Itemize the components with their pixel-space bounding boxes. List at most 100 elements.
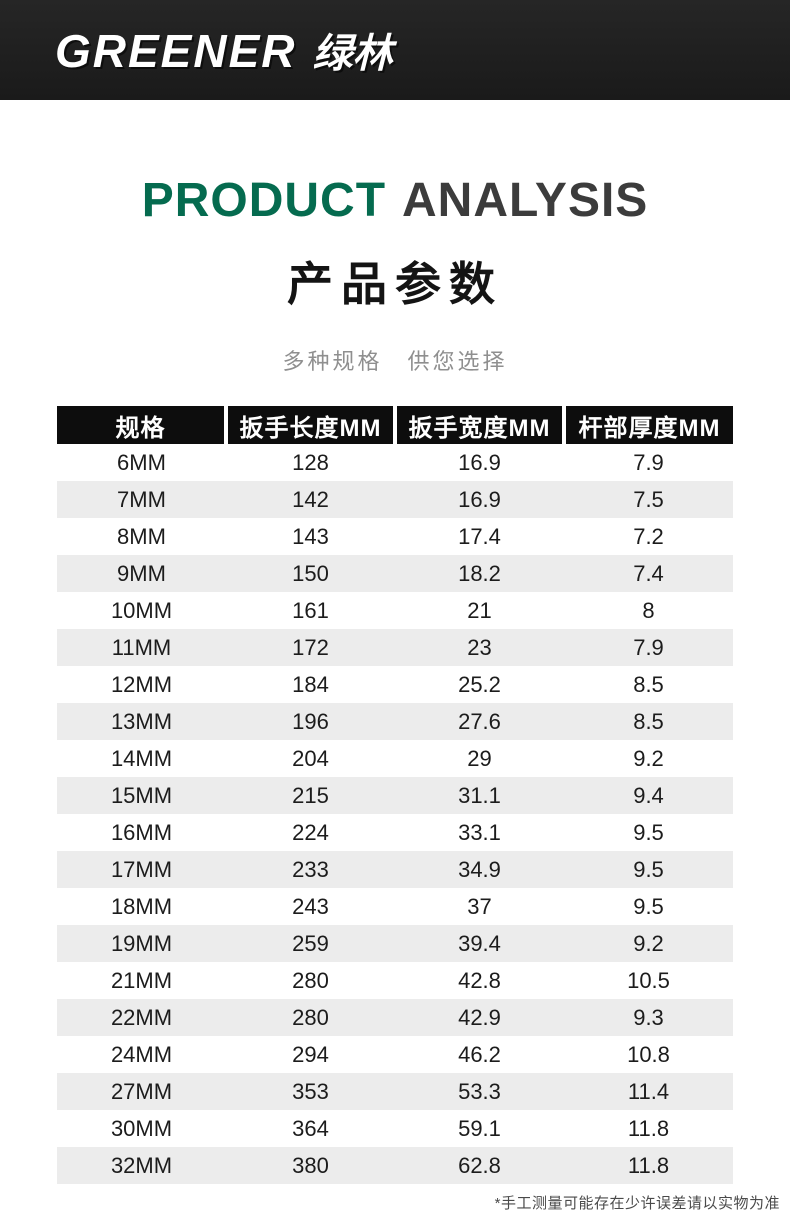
col-header-thickness: 杆部厚度MM: [562, 406, 733, 445]
page-title-en-word1: PRODUCT: [141, 174, 387, 227]
table-row: 9MM 150 18.2 7.4: [57, 555, 733, 593]
cell-width: 62.8: [458, 1152, 501, 1178]
table-row: 32MM 380 62.8 11.8: [57, 1147, 733, 1185]
table-row: 13MM 196 27.6 8.5: [57, 703, 733, 741]
cell-length: 204: [292, 745, 329, 771]
page-subtitle: 多种规格 供您选择: [282, 349, 508, 375]
cell-thickness: 7.5: [633, 486, 664, 512]
cell-spec: 12MM: [110, 671, 173, 697]
cell-thickness: 9.2: [633, 930, 664, 956]
cell-width: 18.2: [458, 560, 501, 586]
cell-thickness: 11.8: [627, 1152, 670, 1178]
cell-spec: 6MM: [117, 449, 166, 475]
cell-width: 21: [467, 597, 492, 623]
cell-spec: 32MM: [110, 1152, 173, 1178]
cell-width: 25.2: [458, 671, 501, 697]
cell-thickness: 10.8: [627, 1041, 670, 1067]
cell-width: 46.2: [458, 1041, 501, 1067]
cell-thickness: 8.5: [633, 671, 664, 697]
brand-logo-en: GREENER: [55, 25, 297, 77]
cell-length: 150: [292, 560, 329, 586]
cell-spec: 18MM: [110, 893, 173, 919]
cell-spec: 9MM: [117, 560, 166, 586]
cell-length: 243: [292, 893, 329, 919]
table-row: 17MM 233 34.9 9.5: [57, 851, 733, 889]
cell-spec: 16MM: [110, 819, 173, 845]
table-row: 16MM 224 33.1 9.5: [57, 814, 733, 852]
brand-header: GREENER 绿林: [0, 0, 790, 100]
cell-thickness: 9.5: [633, 819, 664, 845]
cell-spec: 30MM: [110, 1115, 173, 1141]
cell-length: 128: [292, 449, 329, 475]
cell-width: 17.4: [458, 523, 501, 549]
cell-width: 29: [467, 745, 492, 771]
table-row: 14MM 204 29 9.2: [57, 740, 733, 778]
cell-spec: 8MM: [117, 523, 166, 549]
cell-length: 294: [292, 1041, 329, 1067]
footnote: *手工测量可能存在少许误差请以实物为准: [494, 1195, 780, 1213]
cell-spec: 15MM: [110, 782, 173, 808]
cell-thickness: 9.3: [633, 1004, 664, 1030]
cell-width: 59.1: [458, 1115, 501, 1141]
cell-length: 364: [292, 1115, 329, 1141]
cell-length: 353: [292, 1078, 329, 1104]
cell-length: 184: [292, 671, 329, 697]
cell-width: 23: [467, 634, 492, 660]
cell-width: 42.8: [458, 967, 501, 993]
table-row: 30MM 364 59.1 11.8: [57, 1110, 733, 1148]
cell-width: 42.9: [458, 1004, 501, 1030]
table-row: 27MM 353 53.3 11.4: [57, 1073, 733, 1111]
cell-length: 280: [292, 967, 329, 993]
cell-width: 39.4: [458, 930, 501, 956]
table-row: 24MM 294 46.2 10.8: [57, 1036, 733, 1074]
cell-thickness: 11.4: [627, 1078, 670, 1104]
table-row: 6MM 128 16.9 7.9: [57, 444, 733, 482]
cell-thickness: 9.4: [633, 782, 664, 808]
cell-width: 33.1: [458, 819, 501, 845]
table-row: 22MM 280 42.9 9.3: [57, 999, 733, 1037]
title-block: PRODUCT ANALYSIS 产品参数 多种规格 供您选择: [0, 100, 790, 376]
table-row: 11MM 172 23 7.9: [57, 629, 733, 667]
cell-thickness: 9.5: [633, 893, 664, 919]
table-row: 19MM 259 39.4 9.2: [57, 925, 733, 963]
cell-thickness: 7.9: [633, 634, 664, 660]
cell-length: 259: [292, 930, 329, 956]
page-title-cn: 产品参数: [287, 258, 503, 311]
cell-thickness: 7.4: [633, 560, 664, 586]
cell-width: 27.6: [458, 708, 501, 734]
col-header-spec: 规格: [57, 406, 226, 445]
cell-width: 16.9: [458, 449, 501, 475]
table-row: 7MM 142 16.9 7.5: [57, 481, 733, 519]
cell-spec: 13MM: [110, 708, 173, 734]
cell-length: 224: [292, 819, 329, 845]
cell-spec: 24MM: [110, 1041, 173, 1067]
cell-width: 16.9: [458, 486, 501, 512]
cell-width: 31.1: [458, 782, 501, 808]
col-header-length: 扳手长度MM: [224, 406, 395, 445]
cell-thickness: 8.5: [633, 708, 664, 734]
table-row: 12MM 184 25.2 8.5: [57, 666, 733, 704]
cell-length: 161: [292, 597, 329, 623]
cell-length: 172: [292, 634, 329, 660]
table-row: 18MM 243 37 9.5: [57, 888, 733, 926]
spec-table: 规格 扳手长度MM 扳手宽度MM 杆部厚度MM 6MM 128 16.9 7.9…: [57, 406, 733, 1185]
cell-thickness: 11.8: [627, 1115, 670, 1141]
cell-thickness: 7.2: [633, 523, 664, 549]
table-row: 21MM 280 42.8 10.5: [57, 962, 733, 1000]
cell-spec: 22MM: [110, 1004, 173, 1030]
cell-length: 233: [292, 856, 329, 882]
cell-length: 215: [292, 782, 329, 808]
cell-spec: 27MM: [110, 1078, 173, 1104]
brand-logo-cn: 绿林: [312, 32, 393, 76]
cell-thickness: 9.2: [633, 745, 664, 771]
page-title-en: PRODUCT ANALYSIS: [0, 174, 790, 227]
cell-length: 142: [292, 486, 329, 512]
table-row: 8MM 143 17.4 7.2: [57, 518, 733, 556]
cell-spec: 11MM: [111, 634, 172, 660]
cell-width: 53.3: [458, 1078, 501, 1104]
cell-thickness: 9.5: [633, 856, 664, 882]
cell-spec: 14MM: [110, 745, 173, 771]
brand-logo: GREENER 绿林: [55, 21, 392, 79]
cell-width: 37: [467, 893, 492, 919]
